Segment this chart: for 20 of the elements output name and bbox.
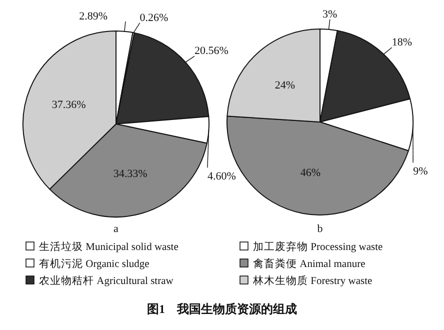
data-label: 34.33% bbox=[113, 168, 148, 180]
legend-label: 有机污泥 Organic sludge bbox=[39, 258, 150, 270]
data-label: 3% bbox=[322, 8, 338, 20]
data-label: 4.60% bbox=[207, 170, 236, 183]
data-label: 46% bbox=[300, 167, 320, 180]
data-label: 0.26% bbox=[140, 12, 168, 24]
data-label: 24% bbox=[274, 80, 296, 92]
data-label: 37.36% bbox=[52, 99, 86, 112]
text: a bbox=[114, 223, 119, 235]
caption: 图1 我国生物质资源的组成 bbox=[147, 302, 297, 316]
legend-label: 加工废弃物 Processing waste bbox=[253, 240, 383, 253]
legend-label: 农业物秸杆 Agricultural straw bbox=[39, 274, 174, 287]
data-label: 18% bbox=[392, 36, 412, 48]
text: b bbox=[317, 223, 324, 235]
legend-label: 林木生物质 Forestry waste bbox=[252, 274, 372, 287]
data-label: 9% bbox=[413, 166, 428, 178]
legend-label: 禽畜粪便 Animal manure bbox=[253, 257, 366, 270]
legend-label: 生活垃圾 Municipal solid waste bbox=[39, 240, 179, 253]
data-label: 20.56% bbox=[194, 45, 228, 58]
data-label: 2.89% bbox=[79, 10, 108, 22]
